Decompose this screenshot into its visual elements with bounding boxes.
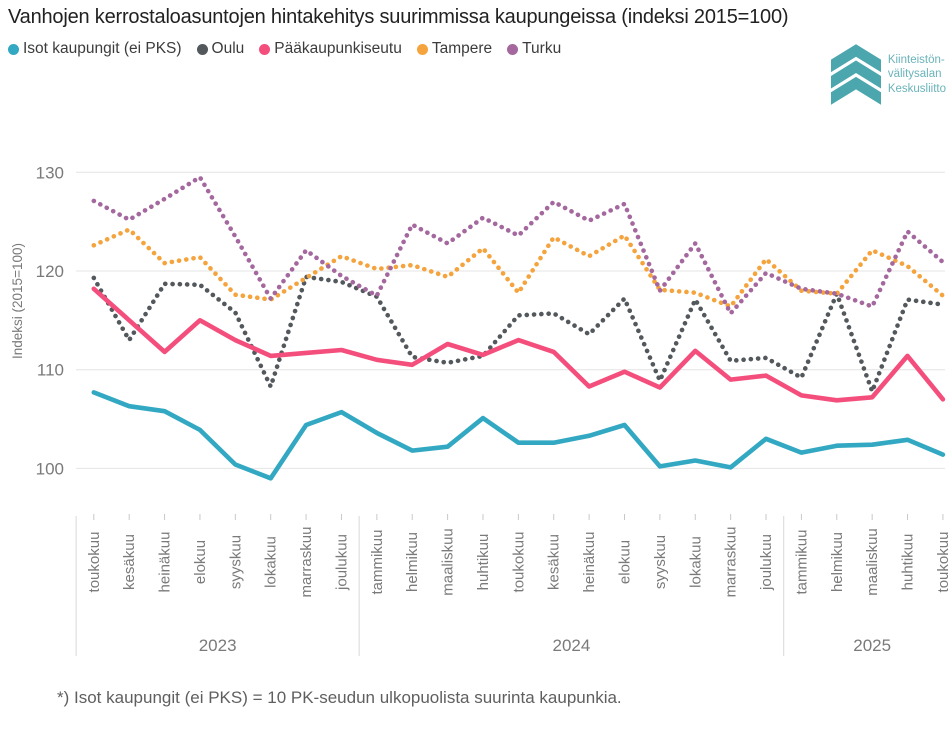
legend-dot-icon — [507, 43, 519, 55]
y-tick-label: 130 — [36, 163, 64, 182]
price-index-chart: 100 110 120 130 Indeksi (2015=100) toukokuu ke… — [10, 163, 949, 656]
x-tick-label: maaliskuu — [440, 528, 457, 596]
chevron-icon — [830, 60, 881, 89]
series-line-pääkaupunkiseutu — [91, 286, 946, 403]
x-tick-label: heinäkuu — [157, 532, 174, 593]
legend-dot-icon — [196, 43, 208, 55]
legend-item-1[interactable]: Isot kaupungit (ei PKS) — [8, 40, 182, 58]
kvkl-logo: Kiinteistön- välitysalan Keskusliitto — [830, 44, 946, 105]
x-tick-label: helmikuu — [829, 532, 846, 592]
footnote: *) Isot kaupungit (ei PKS) = 10 PK-seudu… — [57, 688, 622, 707]
series-line-oulu — [91, 274, 946, 394]
x-tick-label: toukokuu — [510, 532, 527, 593]
x-tick-label: huhtikuu — [900, 534, 917, 591]
year-label: 2023 — [199, 636, 237, 655]
chevron-icon — [830, 76, 881, 105]
x-tick-label: maaliskuu — [864, 528, 881, 596]
x-tick-label: huhtikuu — [475, 534, 492, 591]
x-tick-label: marraskuu — [298, 527, 315, 598]
series-line-tampere — [91, 227, 946, 309]
x-tick-label: lokakuu — [687, 536, 704, 588]
x-tick-label: joulukuu — [758, 534, 775, 591]
legend-label: Pääkaupunkiseutu — [274, 40, 402, 57]
series-line-turku — [91, 174, 946, 316]
x-tick-label: toukokuu — [935, 532, 949, 593]
x-tick-label: kesäkuu — [546, 534, 563, 590]
year-label: 2025 — [853, 636, 891, 655]
x-tick-label: helmikuu — [404, 532, 421, 592]
legend-item-2[interactable]: Oulu — [196, 40, 245, 58]
legend-item-3[interactable]: Pääkaupunkiseutu — [259, 40, 402, 58]
x-tick-label: heinäkuu — [581, 532, 598, 593]
logo-text-line: Kiinteistön- — [887, 53, 945, 66]
chart-title: Vanhojen kerrostaloasuntojen hintakehity… — [8, 6, 789, 28]
legend-dot-icon — [259, 43, 271, 55]
x-tick-label: syyskuu — [227, 535, 244, 589]
logo-text-line: välitysalan — [887, 68, 942, 81]
x-tick-label: syyskuu — [652, 535, 669, 589]
x-tick-label: joulukuu — [333, 534, 350, 591]
year-label: 2024 — [553, 636, 591, 655]
legend-label: Oulu — [211, 40, 245, 57]
y-tick-label: 120 — [36, 262, 64, 281]
y-tick-label: 100 — [36, 459, 64, 478]
legend-item-4[interactable]: Tampere — [416, 40, 493, 58]
legend: Isot kaupungit (ei PKS) Oulu Pääkaupunkise… — [8, 40, 561, 58]
logo-text: Kiinteistön- välitysalan Keskusliitto — [888, 53, 946, 96]
x-tick-label: tammikuu — [793, 529, 810, 594]
chevron-icon — [830, 44, 881, 73]
x-tick-label: elokuu — [192, 540, 209, 584]
y-axis-title: Indeksi (2015=100) — [10, 243, 25, 359]
legend-label: Isot kaupungit (ei PKS) — [23, 40, 182, 57]
x-tick-label: lokakuu — [263, 536, 280, 588]
y-tick-label: 110 — [37, 361, 64, 380]
x-tick-label: elokuu — [617, 540, 634, 584]
logo-text-line: Keskusliitto — [887, 82, 946, 95]
x-tick-label: marraskuu — [723, 527, 740, 598]
kvkl-chevrons-icon — [830, 44, 881, 105]
x-tick-label: toukokuu — [86, 532, 103, 593]
legend-label: Turku — [522, 40, 562, 57]
legend-item-5[interactable]: Turku — [507, 40, 561, 58]
x-tick-label: kesäkuu — [121, 534, 138, 590]
x-tick-label: tammikuu — [369, 529, 386, 594]
legend-label: Tampere — [431, 40, 493, 57]
legend-dot-icon — [416, 43, 428, 55]
series-line-isot-kaupungit-ei-pks- — [91, 390, 946, 481]
legend-dot-icon — [8, 43, 19, 55]
